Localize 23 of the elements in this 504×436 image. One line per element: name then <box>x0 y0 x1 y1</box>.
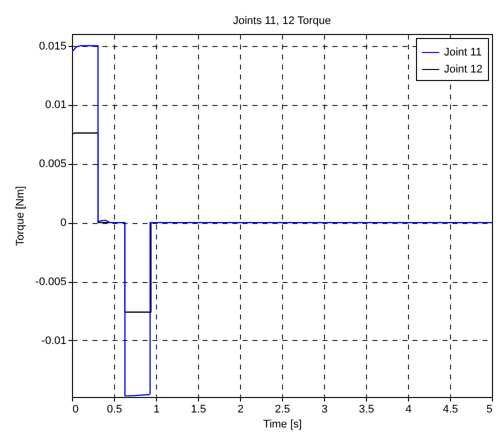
y-tick-label: 0.015 <box>38 40 66 52</box>
line-series <box>72 45 492 396</box>
y-tick-label: -0.01 <box>41 334 66 347</box>
x-axis-title: Time [s] <box>263 418 302 430</box>
x-tick-label: 0 <box>72 404 79 416</box>
y-tick-label: 0 <box>60 217 66 230</box>
y-tick-label: 0.01 <box>45 99 66 112</box>
x-tick-label: 1.5 <box>190 404 206 416</box>
x-tick-label: 2.5 <box>274 404 290 416</box>
x-tick-label: 3.5 <box>358 404 374 416</box>
x-tick-label: 4.5 <box>442 404 458 416</box>
chart-title: Joints 11, 12 Torque <box>232 15 332 27</box>
x-tick-label: 3 <box>321 404 328 416</box>
y-axis-title: Torque [Nm] <box>14 186 26 246</box>
x-tick-label: 5 <box>486 404 492 416</box>
x-tick-label: 2 <box>237 404 244 416</box>
x-tick-label: 1 <box>153 404 160 416</box>
x-tick-label: 0.5 <box>106 404 122 416</box>
legend-label: Joint 12 <box>444 64 483 76</box>
x-tick-label: 4 <box>405 404 412 416</box>
legend-label: Joint 11 <box>444 46 482 58</box>
y-tick-label: 0.005 <box>38 158 66 170</box>
y-tick-label: -0.005 <box>35 276 66 288</box>
